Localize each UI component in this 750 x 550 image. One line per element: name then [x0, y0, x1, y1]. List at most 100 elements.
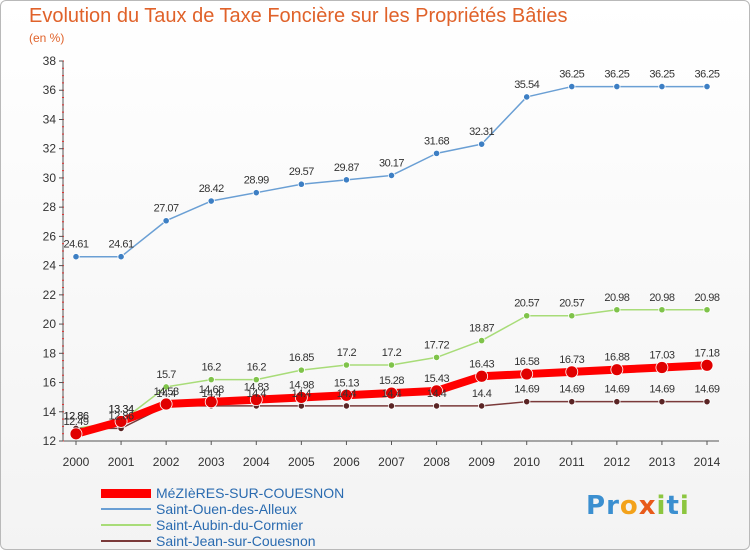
data-label: 14.4	[382, 388, 402, 400]
data-point	[478, 140, 486, 148]
data-label: 24.61	[63, 239, 88, 251]
data-label: 28.42	[199, 183, 224, 195]
data-point	[294, 391, 308, 404]
logo-letter: t	[666, 491, 680, 521]
data-label: 35.54	[514, 79, 539, 91]
data-label: 16.2	[247, 362, 267, 374]
data-point	[207, 197, 215, 205]
data-point	[568, 398, 576, 406]
x-tick-label: 2012	[604, 455, 631, 469]
data-point	[204, 395, 218, 409]
y-tick-label: 38	[43, 54, 57, 68]
data-label: 14.4	[156, 388, 176, 400]
data-label: 13.34	[109, 403, 134, 415]
data-point	[613, 306, 621, 314]
data-point	[568, 312, 576, 320]
x-tick-label: 2003	[198, 455, 225, 469]
data-label: 28.99	[244, 175, 269, 187]
data-point	[700, 358, 714, 372]
y-tick-label: 36	[43, 83, 57, 97]
data-point	[297, 180, 305, 188]
data-label: 14.69	[649, 384, 674, 396]
chart-title: Evolution du Taux de Taxe Foncière sur l…	[29, 5, 568, 27]
legend-swatch	[101, 540, 151, 542]
data-label: 14.53	[154, 386, 179, 398]
data-label: 12.86	[109, 410, 134, 422]
y-tick-label: 12	[43, 434, 57, 448]
data-point	[520, 367, 534, 381]
data-label: 36.25	[694, 69, 719, 81]
data-point	[430, 384, 443, 398]
data-label: 17.2	[382, 347, 402, 359]
data-point	[703, 398, 711, 406]
data-point	[655, 361, 669, 374]
data-label: 14.69	[604, 384, 629, 396]
data-point	[568, 82, 576, 91]
logo-letter: i	[679, 491, 690, 521]
x-tick-label: 2007	[378, 455, 405, 469]
series-line-0	[75, 85, 708, 258]
data-point	[432, 402, 441, 410]
data-point	[613, 398, 621, 406]
data-label: 17.72	[424, 339, 449, 351]
y-tick-label: 16	[43, 376, 57, 390]
data-label: 14.98	[289, 379, 314, 391]
data-label: 15.7	[156, 369, 176, 381]
proxiti-logo: Proxiti	[586, 491, 690, 521]
x-tick-label: 2004	[243, 455, 270, 469]
y-tick-label: 24	[43, 259, 57, 273]
data-label: 31.68	[424, 135, 449, 147]
data-label: 12.86	[63, 410, 88, 422]
data-point	[387, 361, 396, 369]
data-point	[249, 393, 263, 407]
logo-letter: i	[656, 491, 667, 521]
data-point	[613, 82, 621, 91]
data-point	[297, 366, 305, 374]
y-tick-label: 14	[43, 405, 57, 419]
legend-swatch	[101, 524, 151, 526]
data-point	[478, 336, 486, 345]
data-point	[523, 398, 531, 406]
data-point	[703, 82, 711, 91]
logo-letter: r	[606, 491, 620, 521]
data-label: 20.57	[559, 298, 584, 310]
x-tick-label: 2000	[63, 455, 90, 469]
data-label: 16.43	[469, 358, 494, 370]
x-tick-label: 2008	[423, 455, 450, 469]
data-point	[432, 353, 441, 361]
x-tick-label: 2002	[153, 455, 180, 469]
data-label: 14.69	[514, 384, 539, 396]
y-tick-label: 30	[43, 171, 57, 185]
y-tick-label: 18	[43, 346, 57, 360]
data-label: 16.88	[604, 352, 629, 364]
data-point	[159, 397, 173, 411]
data-label: 16.73	[559, 354, 584, 366]
data-label: 16.58	[514, 356, 539, 368]
data-point	[478, 402, 486, 410]
data-label: 17.18	[694, 347, 719, 359]
data-label: 20.98	[649, 292, 674, 304]
data-point	[658, 398, 666, 406]
x-tick-label: 2006	[333, 455, 360, 469]
data-point	[342, 176, 351, 184]
data-point	[162, 217, 170, 225]
data-point	[432, 149, 441, 157]
data-label: 14.4	[292, 388, 312, 400]
legend-label: Saint-Jean-sur-Couesnon	[156, 533, 316, 549]
data-label: 17.2	[337, 347, 357, 359]
data-label: 29.87	[334, 162, 359, 174]
data-point	[340, 388, 353, 402]
data-label: 14.4	[247, 388, 267, 400]
x-tick-label: 2009	[468, 455, 495, 469]
x-tick-label: 2014	[694, 455, 721, 469]
data-label: 20.98	[604, 292, 629, 304]
legend-swatch	[101, 508, 151, 510]
data-label: 14.4	[202, 388, 222, 400]
data-point	[252, 189, 260, 197]
data-point	[523, 93, 531, 101]
x-tick-label: 2013	[649, 455, 676, 469]
data-label: 14.4	[472, 388, 492, 400]
data-label: 12.49	[63, 416, 88, 428]
data-point	[387, 171, 396, 180]
